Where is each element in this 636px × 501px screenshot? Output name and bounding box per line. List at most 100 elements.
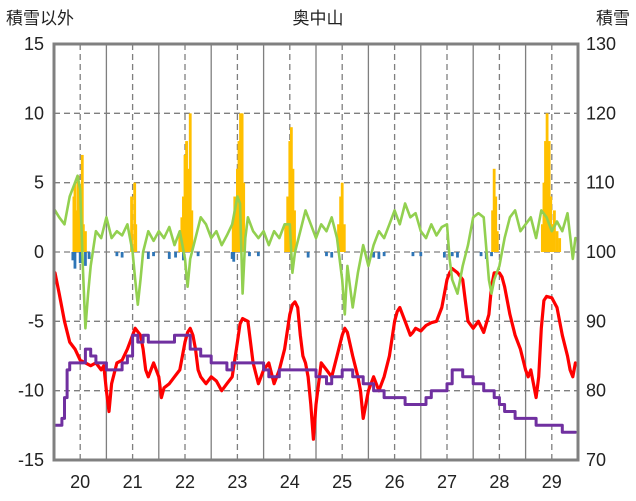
negative-bar bbox=[78, 252, 82, 264]
precip-bar bbox=[342, 224, 346, 252]
precip-bar bbox=[544, 141, 547, 252]
negative-bar bbox=[167, 252, 171, 259]
left-tick-label: 10 bbox=[24, 103, 44, 123]
x-axis-ticks: 20 21 22 23 24 25 26 27 28 29 bbox=[70, 472, 562, 492]
negative-bar bbox=[146, 252, 150, 259]
left-tick-label: 5 bbox=[34, 173, 44, 193]
x-tick-label: 27 bbox=[437, 472, 457, 492]
precip-bar bbox=[553, 210, 556, 252]
right-tick-label: 100 bbox=[586, 242, 616, 262]
x-tick-label: 20 bbox=[70, 472, 90, 492]
x-tick-label: 28 bbox=[489, 472, 509, 492]
negative-bar bbox=[442, 252, 446, 258]
bar-series bbox=[71, 113, 562, 269]
negative-bar bbox=[120, 252, 124, 258]
plot-frame bbox=[52, 42, 580, 462]
precip-bar bbox=[190, 210, 194, 252]
left-axis-label: 積雪以外 bbox=[6, 9, 74, 29]
precip-bar bbox=[74, 210, 78, 252]
precip-bar bbox=[237, 141, 241, 252]
negative-bar bbox=[115, 252, 119, 257]
negative-bar bbox=[450, 252, 454, 257]
negative-bar bbox=[84, 252, 87, 266]
precip-bar bbox=[288, 141, 292, 252]
precip-bar bbox=[188, 113, 192, 252]
x-tick-label: 22 bbox=[175, 472, 195, 492]
negative-bar bbox=[306, 252, 310, 258]
precip-bar bbox=[540, 224, 544, 252]
negative-bar bbox=[456, 252, 459, 258]
x-tick-label: 25 bbox=[332, 472, 352, 492]
left-tick-label: -15 bbox=[18, 450, 44, 470]
precip-bar bbox=[284, 224, 288, 252]
negative-bar bbox=[382, 252, 386, 257]
precip-bar bbox=[240, 113, 244, 252]
precip-bar bbox=[550, 224, 554, 252]
right-axis-label: 積雪 bbox=[596, 9, 630, 29]
negative-bar bbox=[377, 252, 381, 259]
negative-bar bbox=[411, 252, 415, 257]
precip-bar bbox=[289, 127, 293, 252]
right-tick-label: 120 bbox=[586, 103, 616, 123]
precip-bar bbox=[186, 168, 190, 252]
negative-bar bbox=[232, 252, 236, 262]
precip-bar bbox=[549, 196, 553, 252]
negative-bar bbox=[256, 252, 260, 257]
red-line-series bbox=[53, 267, 578, 441]
precip-bar bbox=[80, 154, 84, 252]
negative-bar bbox=[330, 252, 334, 258]
precip-bar bbox=[242, 182, 246, 252]
precip-bar bbox=[542, 182, 546, 252]
right-tick-label: 70 bbox=[586, 450, 606, 470]
green-line-series bbox=[53, 174, 577, 330]
right-tick-label: 110 bbox=[586, 173, 615, 193]
negative-bar bbox=[230, 252, 234, 259]
precip-bar bbox=[340, 182, 344, 252]
line-series bbox=[53, 174, 578, 441]
right-tick-label: 80 bbox=[586, 381, 606, 401]
right-tick-label: 130 bbox=[586, 34, 616, 54]
x-tick-label: 21 bbox=[123, 472, 143, 492]
negative-bar bbox=[71, 252, 75, 261]
negative-bar bbox=[372, 252, 376, 258]
precip-bar bbox=[134, 224, 138, 252]
x-tick-label: 29 bbox=[542, 472, 562, 492]
precip-bar bbox=[81, 224, 85, 252]
precip-bar bbox=[231, 224, 235, 252]
precip-bar bbox=[183, 154, 187, 252]
precip-bar bbox=[182, 196, 185, 252]
negative-bar bbox=[73, 252, 77, 269]
precip-bar bbox=[555, 231, 559, 252]
left-tick-label: 0 bbox=[34, 242, 44, 262]
precip-bar bbox=[291, 168, 295, 252]
precip-bar bbox=[293, 210, 296, 252]
negative-bar bbox=[152, 252, 155, 257]
precip-bar bbox=[76, 175, 80, 252]
precip-bar bbox=[495, 231, 499, 252]
left-tick-label: -5 bbox=[28, 311, 44, 331]
right-tick-label: 90 bbox=[586, 311, 606, 331]
right-axis-ticks: 130 120 110 100 90 80 70 bbox=[586, 34, 616, 470]
precip-bar bbox=[185, 141, 188, 252]
precip-bar bbox=[239, 113, 242, 252]
precip-bar bbox=[178, 231, 182, 252]
precip-bar bbox=[180, 217, 184, 252]
left-tick-label: 15 bbox=[24, 34, 44, 54]
precip-bar bbox=[491, 210, 494, 252]
precip-bar bbox=[492, 168, 496, 252]
precip-bar bbox=[130, 196, 133, 252]
precip-bar bbox=[547, 141, 551, 252]
negative-bar bbox=[490, 252, 493, 257]
precip-bar bbox=[233, 196, 237, 252]
x-tick-label: 24 bbox=[280, 472, 300, 492]
negative-bar bbox=[325, 252, 328, 257]
precip-bar bbox=[337, 224, 340, 252]
negative-bar bbox=[419, 252, 423, 257]
precip-bar bbox=[545, 113, 549, 252]
precip-bar bbox=[339, 196, 343, 252]
negative-bar bbox=[479, 252, 483, 257]
x-tick-label: 23 bbox=[227, 472, 247, 492]
negative-bar bbox=[248, 252, 251, 257]
left-axis-ticks: 15 10 5 0 -5 -10 -15 bbox=[18, 34, 44, 470]
